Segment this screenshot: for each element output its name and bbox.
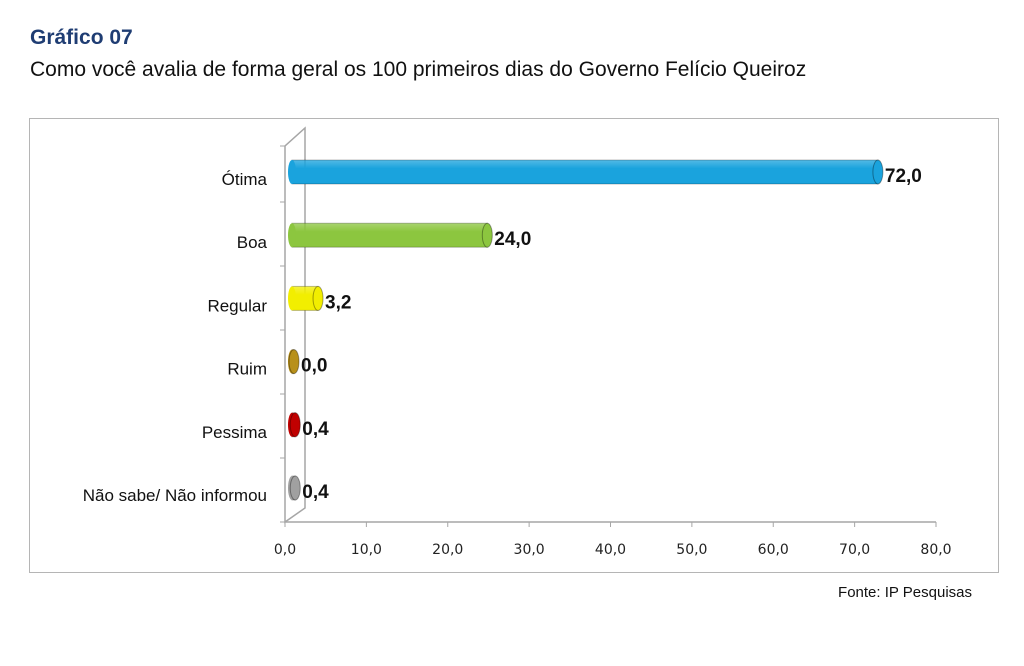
category-label: Ótima xyxy=(222,170,268,189)
x-tick-label: 10,0 xyxy=(351,542,382,558)
x-tick-label: 70,0 xyxy=(839,542,870,558)
bar-start-cap xyxy=(288,286,296,311)
category-label: Pessima xyxy=(202,423,268,442)
bar-end-cap xyxy=(481,222,493,248)
x-tick-label: 80,0 xyxy=(920,542,951,558)
x-tick-label: 50,0 xyxy=(676,542,707,558)
chart-subtitle: Como você avalia de forma geral os 100 p… xyxy=(30,58,807,81)
category-label: Ruim xyxy=(227,360,267,379)
bar-start-cap xyxy=(288,160,296,184)
x-tick-label: 40,0 xyxy=(595,542,626,558)
category-label: Não sabe/ Não informou xyxy=(83,486,267,505)
category-label: Regular xyxy=(207,296,267,315)
x-tick-label: 60,0 xyxy=(758,542,789,558)
x-tick-label: 20,0 xyxy=(432,542,463,558)
bar-1 xyxy=(291,222,488,248)
value-label: 72,0 xyxy=(885,166,922,187)
source-note: Fonte: IP Pesquisas xyxy=(838,584,972,601)
value-label: 3,2 xyxy=(325,292,351,313)
axis-wall xyxy=(284,126,306,524)
x-tick-label: 30,0 xyxy=(514,542,545,558)
value-label: 0,4 xyxy=(302,482,329,503)
category-label: Boa xyxy=(237,233,268,252)
bar-0 xyxy=(291,159,879,185)
chart-frame xyxy=(29,118,999,573)
value-label: 0,0 xyxy=(301,356,327,377)
bar-end-cap xyxy=(312,285,324,311)
chart-title: Gráfico 07 xyxy=(30,26,133,49)
bar-end-cap xyxy=(289,475,301,501)
bar-end-cap xyxy=(289,412,301,438)
bar-end-cap xyxy=(288,349,300,375)
value-label: 0,4 xyxy=(302,419,329,440)
x-tick-label: 0,0 xyxy=(274,542,296,558)
bar-end-cap xyxy=(872,159,884,185)
value-label: 24,0 xyxy=(494,229,531,250)
bar-start-cap xyxy=(288,223,296,248)
